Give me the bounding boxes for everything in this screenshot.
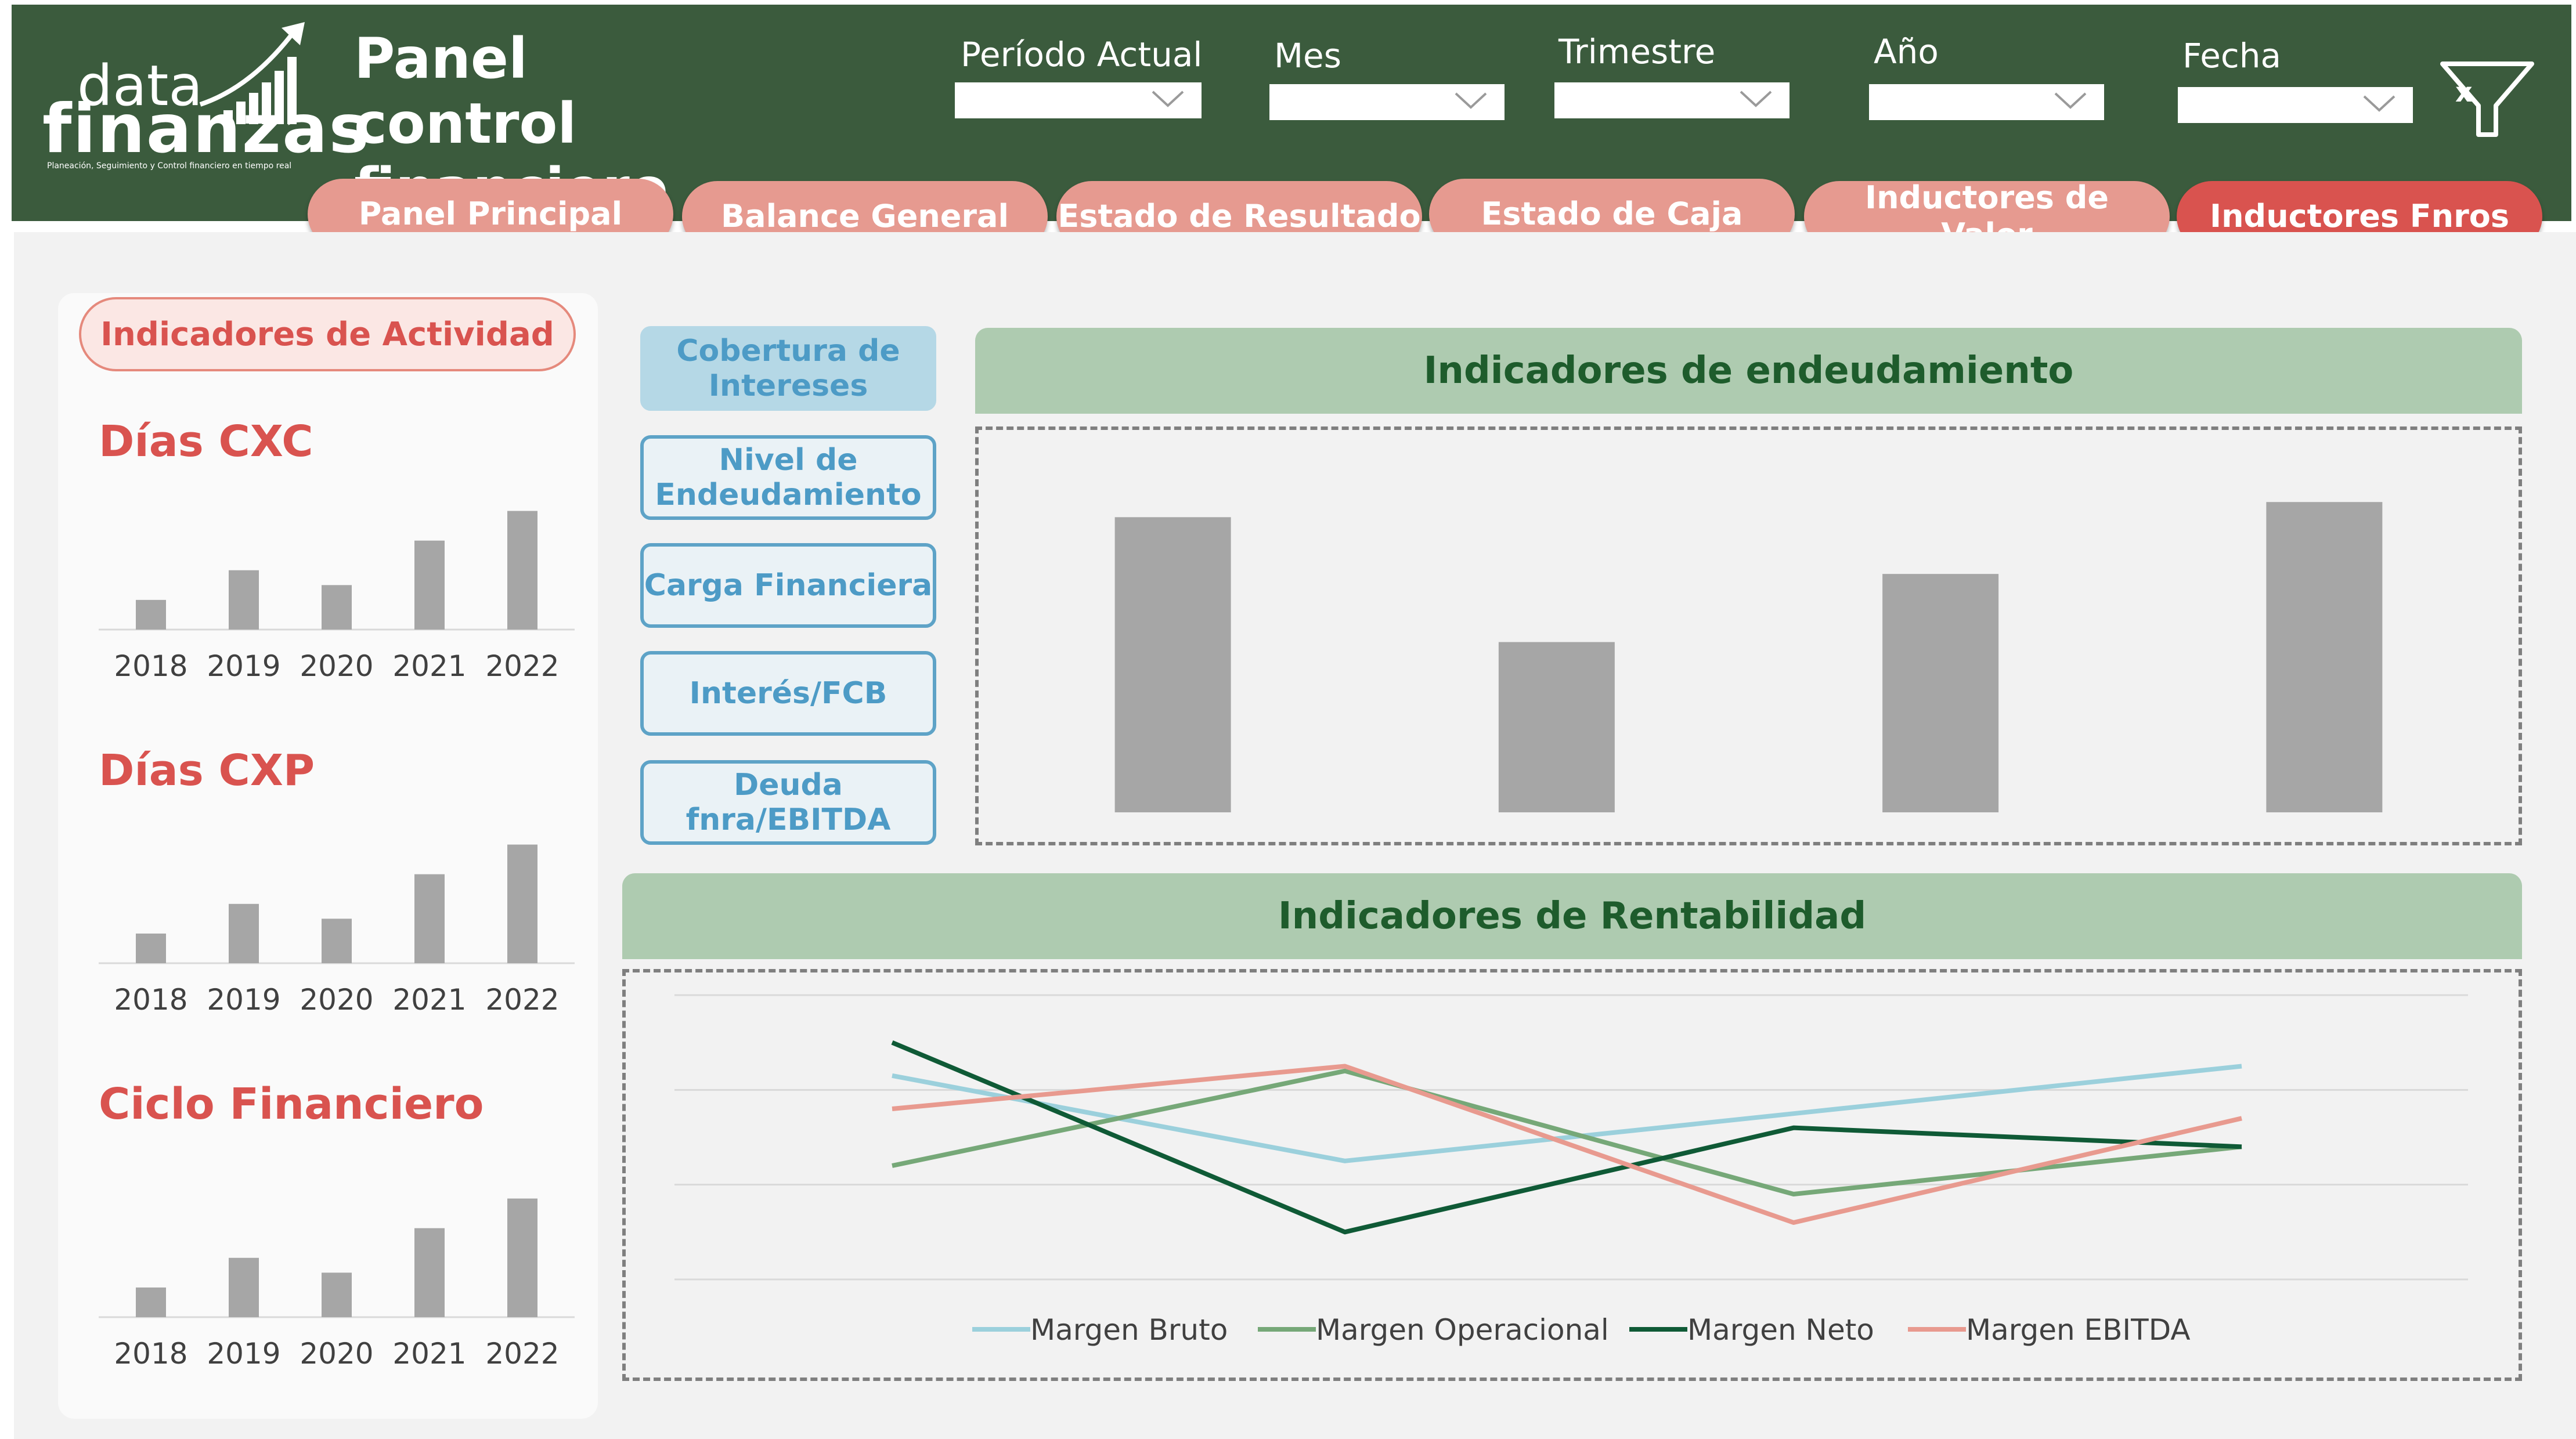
data-finanzas-logo: data finanzas Planeación, Seguimiento y … xyxy=(32,17,369,174)
bar-2019 xyxy=(229,903,259,963)
profit-section-header: Indicadores de Rentabilidad xyxy=(622,873,2522,959)
filter-ano-dropdown[interactable] xyxy=(1869,84,2104,120)
svg-text:x: x xyxy=(2455,77,2473,108)
cobertura-intereses-button[interactable]: Cobertura de Intereses xyxy=(640,326,936,411)
carga-financiera-button[interactable]: Carga Financiera xyxy=(640,543,936,628)
deuda-ebitda-button[interactable]: Deuda fnra/EBITDA xyxy=(640,760,936,845)
debt-bar-chart xyxy=(1114,502,2383,812)
profit-line-chart: Margen Bruto Margen Operacional Margen Net… xyxy=(674,994,2468,1347)
filter-trimestre-dropdown[interactable] xyxy=(1554,82,1790,118)
bar-2021 xyxy=(414,874,445,963)
debt-bar-4 xyxy=(2266,502,2383,812)
bar-2019 xyxy=(229,570,259,630)
bar-2022 xyxy=(507,511,537,630)
x-tick-label-2018: 2018 xyxy=(114,983,187,1017)
x-tick-label-2021: 2021 xyxy=(392,649,466,683)
chevron-down-icon xyxy=(2054,92,2087,109)
x-tick-label-2019: 2019 xyxy=(207,983,280,1017)
x-tick-label-2019: 2019 xyxy=(207,649,280,683)
bar-2020 xyxy=(322,919,352,963)
growth-chart-logo-icon xyxy=(199,22,305,124)
logo-word-finanzas: finanzas xyxy=(42,90,370,168)
bar-2020 xyxy=(322,1272,352,1317)
logo-word-data: data xyxy=(77,53,203,118)
chart-title-dias-cxc: Días CXC xyxy=(99,417,313,467)
x-tick-label-2022: 2022 xyxy=(485,983,559,1017)
series-line-margen-neto xyxy=(891,1040,2242,1235)
filter-ano-label: Año xyxy=(1874,32,1939,71)
legend-label-margen-operacional: Margen Operacional xyxy=(1316,1313,1609,1347)
bar-2022 xyxy=(507,844,537,963)
chart-title-dias-cxp: Días CXP xyxy=(99,746,315,796)
filter-periodo-dropdown[interactable] xyxy=(955,82,1202,118)
clear-filter-icon[interactable]: x xyxy=(2438,58,2537,145)
x-tick-label-2021: 2021 xyxy=(392,1337,466,1371)
logo-tagline: Planeación, Seguimiento y Control financ… xyxy=(47,161,292,171)
bar-2021 xyxy=(414,1228,445,1317)
bar-chart-dias-cxp: 2018 2019 2020 2021 2022 xyxy=(99,844,575,1017)
legend-label-margen-ebitda: Margen EBITDA xyxy=(1966,1313,2191,1347)
filter-mes-label: Mes xyxy=(1274,36,1341,75)
bar-2019 xyxy=(229,1257,259,1317)
x-tick-label-2020: 2020 xyxy=(300,983,373,1017)
activity-indicators-pill[interactable]: Indicadores de Actividad xyxy=(79,297,576,371)
bar-2018 xyxy=(136,599,166,630)
bar-chart-dias-cxc: 2018 2019 2020 2021 2022 xyxy=(99,511,575,683)
tab-balance-general[interactable]: Balance General xyxy=(682,181,1048,252)
nivel-endeudamiento-button[interactable]: Nivel de Endeudamiento xyxy=(640,435,936,520)
bar-2020 xyxy=(322,585,352,630)
debt-bar-2 xyxy=(1498,642,1615,812)
debt-chart-frame xyxy=(975,426,2522,845)
debt-section-header: Indicadores de endeudamiento xyxy=(975,328,2522,414)
filter-fecha-dropdown[interactable] xyxy=(2178,87,2413,123)
profit-chart-frame xyxy=(622,969,2522,1381)
bar-2022 xyxy=(507,1198,537,1317)
interes-fcb-button[interactable]: Interés/FCB xyxy=(640,651,936,736)
filter-mes-dropdown[interactable] xyxy=(1269,84,1505,120)
chevron-down-icon xyxy=(1740,91,1772,107)
chevron-down-icon xyxy=(1455,92,1487,109)
series-line-margen-ebitda xyxy=(892,1064,2242,1225)
chevron-down-icon xyxy=(2363,95,2395,112)
x-tick-label-2020: 2020 xyxy=(300,649,373,683)
chart-title-ciclo-financiero: Ciclo Financiero xyxy=(99,1079,484,1129)
x-tick-label-2021: 2021 xyxy=(392,983,466,1017)
x-tick-label-2018: 2018 xyxy=(114,1337,187,1371)
chevron-down-icon xyxy=(1152,91,1184,107)
x-tick-label-2020: 2020 xyxy=(300,1337,373,1371)
x-tick-label-2018: 2018 xyxy=(114,649,187,683)
debt-bar-3 xyxy=(1882,574,1999,812)
bar-2018 xyxy=(136,1287,166,1317)
bar-chart-ciclo-financiero: 2018 2019 2020 2021 2022 xyxy=(99,1198,575,1371)
filter-fecha-label: Fecha xyxy=(2182,36,2282,75)
x-tick-label-2022: 2022 xyxy=(485,649,559,683)
bar-2018 xyxy=(136,933,166,963)
x-tick-label-2019: 2019 xyxy=(207,1337,280,1371)
debt-bar-1 xyxy=(1114,517,1231,812)
filter-trimestre-label: Trimestre xyxy=(1558,32,1716,71)
filter-periodo-label: Período Actual xyxy=(961,35,1203,74)
legend-label-margen-bruto: Margen Bruto xyxy=(1030,1313,1228,1347)
bar-2021 xyxy=(414,540,445,630)
legend-label-margen-neto: Margen Neto xyxy=(1687,1313,1874,1347)
series-line-margen-bruto xyxy=(892,1064,2242,1163)
x-tick-label-2022: 2022 xyxy=(485,1337,559,1371)
